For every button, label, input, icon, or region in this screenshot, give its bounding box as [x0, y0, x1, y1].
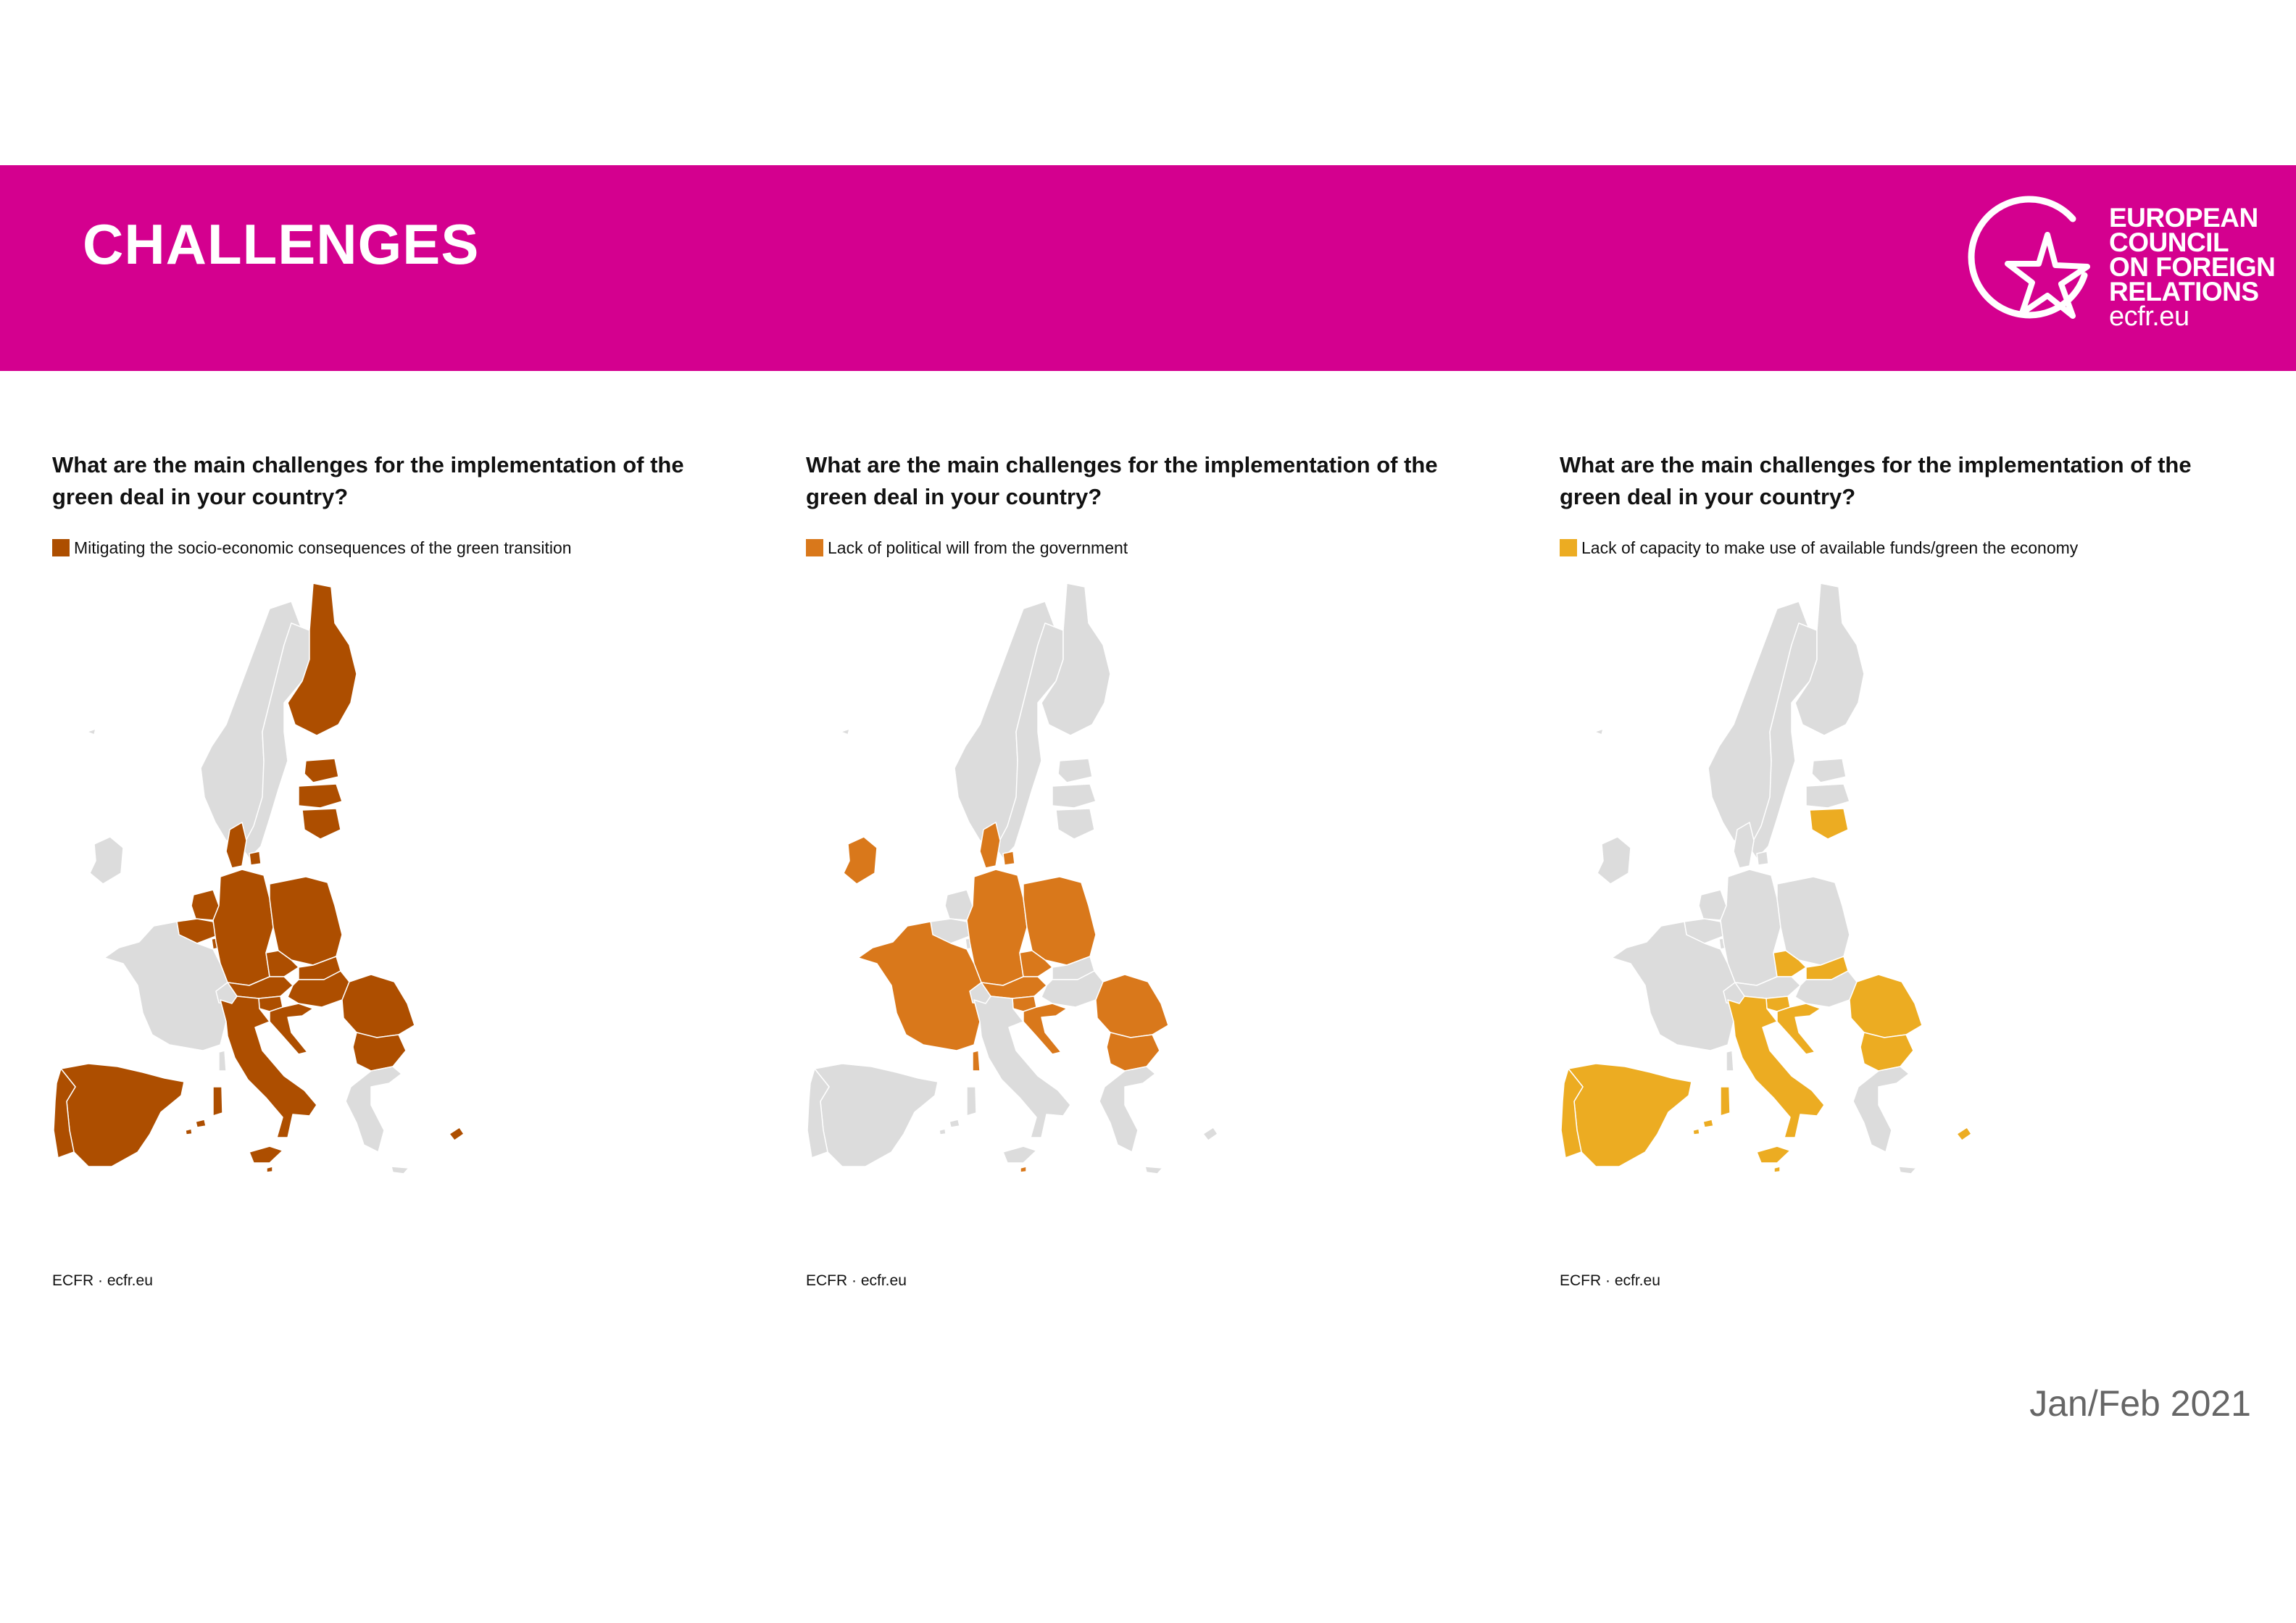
- logo-line: RELATIONS: [2109, 277, 2259, 306]
- logo-line: ON FOREIGN: [2109, 252, 2276, 282]
- country-italy: [220, 996, 317, 1164]
- logo-wordmark: EUROPEAN COUNCIL ON FOREIGN RELATIONS ec…: [2109, 203, 2276, 332]
- logo-url: ecfr.eu: [2109, 301, 2189, 332]
- country-balearic-islands: [185, 1119, 207, 1135]
- source-credit: ECFR · ecfr.eu: [52, 1272, 153, 1289]
- country-cyprus: [1202, 1127, 1218, 1141]
- panel-question: What are the main challenges for the imp…: [806, 452, 1438, 509]
- country-greece: [1852, 1066, 1917, 1175]
- country-sardinia: [212, 1086, 223, 1117]
- country-iceland: [1594, 728, 1604, 735]
- survey-date: Jan/Feb 2021: [2029, 1383, 2251, 1424]
- legend-swatch: [1560, 539, 1577, 556]
- country-latvia: [1805, 783, 1850, 809]
- source-credit: ECFR · ecfr.eu: [806, 1272, 907, 1289]
- country-ireland: [843, 836, 878, 885]
- country-finland: [1041, 583, 1111, 736]
- country-greece: [345, 1066, 409, 1175]
- country-romania: [341, 974, 415, 1038]
- page-title: CHALLENGES: [83, 212, 480, 276]
- country-romania: [1849, 974, 1923, 1038]
- country-cyprus: [1956, 1127, 1972, 1141]
- country-balearic-islands: [939, 1119, 960, 1135]
- country-corsica: [218, 1050, 227, 1072]
- country-spain: [60, 1063, 185, 1167]
- country-croatia: [1023, 1003, 1068, 1055]
- europe-map: [807, 583, 1218, 1175]
- ecfr-logo: EUROPEAN COUNCIL ON FOREIGN RELATIONS ec…: [1964, 190, 2276, 349]
- country-france: [104, 921, 228, 1051]
- country-balearic-islands: [1692, 1119, 1714, 1135]
- country-iceland: [86, 728, 96, 735]
- country-italy: [973, 996, 1071, 1164]
- country-sardinia: [966, 1086, 977, 1117]
- country-spain: [1568, 1063, 1692, 1167]
- country-sardinia: [1720, 1086, 1731, 1117]
- country-corsica: [1726, 1050, 1734, 1072]
- europe-map: [53, 583, 465, 1175]
- country-italy: [1727, 996, 1825, 1164]
- country-cyprus: [449, 1127, 465, 1141]
- country-lithuania: [301, 808, 341, 840]
- country-spain: [814, 1063, 939, 1167]
- country-corsica: [972, 1050, 981, 1072]
- country-bulgaria: [1106, 1032, 1160, 1072]
- country-denmark: [979, 822, 1015, 869]
- country-latvia: [1052, 783, 1097, 809]
- country-croatia: [1776, 1003, 1821, 1055]
- country-ireland: [1597, 836, 1631, 885]
- legend-label: Lack of capacity to make use of availabl…: [1581, 538, 2079, 557]
- map-panel-capacity: What are the main challenges for the imp…: [1560, 449, 2270, 1304]
- country-greece: [1099, 1066, 1163, 1175]
- country-lithuania: [1809, 808, 1849, 840]
- panel-question: What are the main challenges for the imp…: [1560, 452, 2192, 509]
- country-ireland: [89, 836, 124, 885]
- source-credit: ECFR · ecfr.eu: [1560, 1272, 1660, 1289]
- country-estonia: [1811, 758, 1847, 783]
- europe-map: [1560, 583, 1972, 1175]
- country-denmark: [225, 822, 262, 869]
- logo-line: EUROPEAN: [2109, 203, 2258, 233]
- logo-line: COUNCIL: [2109, 228, 2229, 257]
- country-latvia: [298, 783, 343, 809]
- country-malta: [1020, 1166, 1027, 1173]
- country-portugal: [53, 1068, 76, 1159]
- legend-swatch: [52, 539, 70, 556]
- country-denmark: [1733, 822, 1769, 869]
- country-france: [1611, 921, 1736, 1051]
- country-lithuania: [1055, 808, 1095, 840]
- map-panel-socio-economic: What are the main challenges for the imp…: [52, 449, 762, 1304]
- legend-label: Lack of political will from the governme…: [828, 538, 1128, 557]
- country-estonia: [304, 758, 339, 783]
- country-malta: [1773, 1166, 1781, 1173]
- country-bulgaria: [1860, 1032, 1914, 1072]
- country-iceland: [840, 728, 850, 735]
- panel-question: What are the main challenges for the imp…: [52, 452, 684, 509]
- country-finland: [287, 583, 357, 736]
- legend-swatch: [806, 539, 823, 556]
- country-portugal: [807, 1068, 830, 1159]
- country-portugal: [1560, 1068, 1584, 1159]
- country-romania: [1095, 974, 1169, 1038]
- map-panel-political-will: What are the main challenges for the imp…: [806, 449, 1516, 1304]
- country-croatia: [269, 1003, 314, 1055]
- header-banner: [0, 165, 2296, 371]
- star-circle-logo-icon: [1968, 196, 2090, 319]
- country-finland: [1794, 583, 1865, 736]
- country-bulgaria: [352, 1032, 407, 1072]
- country-estonia: [1057, 758, 1093, 783]
- country-france: [857, 921, 982, 1051]
- legend-label: Mitigating the socio-economic consequenc…: [74, 538, 572, 557]
- country-malta: [266, 1166, 273, 1173]
